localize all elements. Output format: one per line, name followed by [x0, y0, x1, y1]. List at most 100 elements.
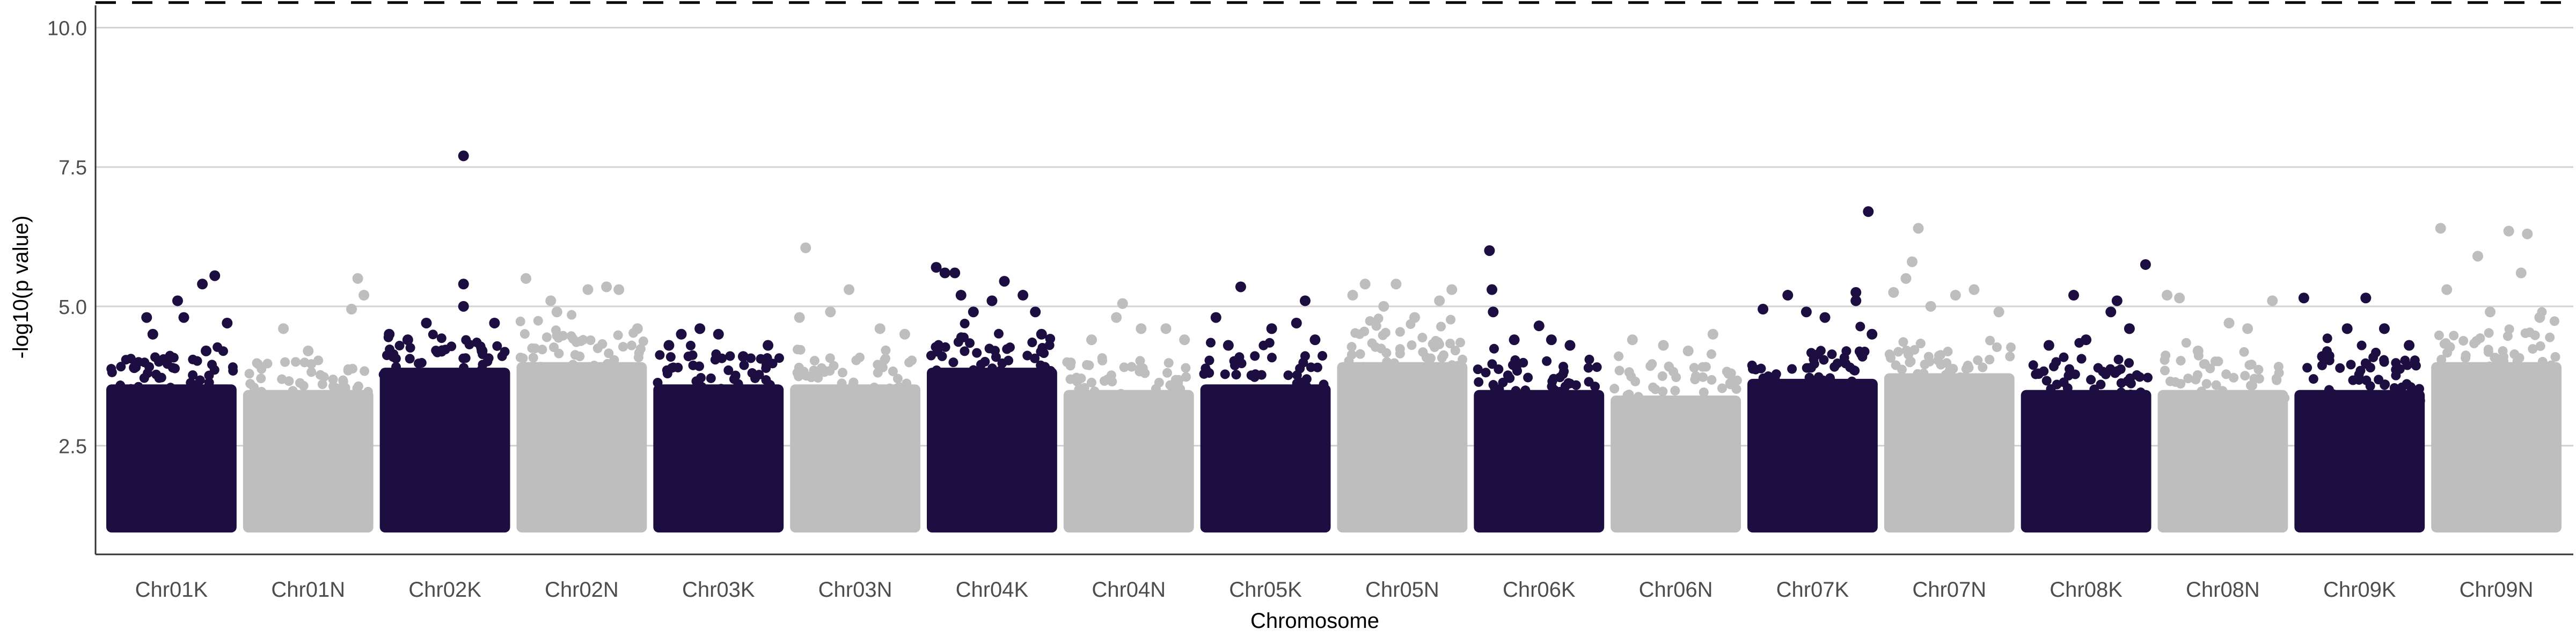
point: [2528, 344, 2538, 354]
point: [301, 390, 311, 400]
point: [1542, 356, 1552, 366]
point: [1045, 334, 1055, 344]
point: [154, 373, 164, 383]
point: [418, 369, 428, 379]
point: [147, 328, 158, 340]
point: [880, 355, 890, 365]
point: [190, 387, 200, 397]
point: [1446, 314, 1456, 325]
point: [2124, 358, 2134, 368]
point: [497, 351, 507, 361]
point: [2357, 340, 2367, 350]
point: [1658, 386, 1668, 397]
point: [2103, 396, 2113, 406]
point: [601, 281, 612, 292]
point: [262, 358, 273, 369]
point: [589, 361, 599, 371]
band-Chr06N: [1611, 396, 1741, 533]
point: [1827, 349, 1837, 360]
point: [1701, 362, 1711, 372]
point: [1301, 382, 1312, 392]
point: [382, 350, 392, 361]
x-tick-label-Chr08K: Chr08K: [2050, 578, 2123, 602]
point: [2404, 340, 2415, 351]
point: [363, 386, 373, 397]
point: [2161, 350, 2171, 361]
point: [460, 370, 470, 380]
point: [178, 312, 189, 323]
point: [2239, 347, 2249, 357]
point: [757, 386, 767, 396]
point: [1473, 364, 1483, 375]
point: [1699, 387, 1709, 397]
band-Chr02N: [516, 362, 647, 533]
point: [1097, 355, 1108, 365]
point: [931, 262, 942, 273]
point: [1075, 392, 1085, 402]
point: [2436, 355, 2447, 365]
point: [881, 345, 891, 355]
point: [618, 342, 628, 352]
point: [680, 386, 690, 396]
point: [477, 345, 488, 356]
band-Chr09N: [2431, 362, 2562, 533]
point: [340, 385, 350, 395]
point: [1099, 376, 1109, 386]
point: [2201, 379, 2212, 389]
point: [328, 375, 338, 385]
point: [926, 350, 936, 361]
point: [1584, 354, 1594, 364]
point: [1900, 273, 1912, 284]
point: [290, 357, 301, 367]
point: [158, 390, 168, 400]
point: [1181, 363, 1191, 373]
point: [1717, 383, 1727, 393]
point: [1647, 359, 1657, 369]
point: [2535, 341, 2545, 351]
point: [655, 350, 665, 360]
point: [1079, 383, 1089, 393]
point: [1299, 295, 1311, 306]
point: [1915, 339, 1926, 349]
point: [2449, 331, 2459, 341]
point: [1027, 338, 1037, 348]
point: [429, 368, 439, 378]
point: [2240, 371, 2250, 381]
point: [710, 355, 720, 365]
y-tick-label: 7.5: [58, 157, 87, 179]
point: [1583, 363, 1593, 373]
point: [2498, 346, 2508, 356]
point: [874, 323, 885, 334]
point: [1850, 287, 1862, 298]
point: [869, 382, 880, 392]
point: [1146, 393, 1157, 403]
point: [1255, 389, 1265, 399]
point: [713, 328, 724, 340]
point: [2520, 328, 2530, 338]
point: [2414, 384, 2425, 394]
point: [2162, 290, 2173, 301]
point: [2267, 295, 2278, 306]
point: [1318, 351, 1328, 361]
point: [1160, 323, 1172, 334]
axes: [94, 5, 2573, 555]
point: [1446, 284, 1458, 295]
point: [761, 375, 771, 385]
point: [303, 345, 314, 356]
point: [2250, 391, 2260, 401]
point: [1893, 347, 1904, 357]
point: [737, 351, 749, 362]
point: [2181, 338, 2191, 348]
point: [1434, 295, 1445, 306]
point: [1706, 349, 1716, 359]
point: [1117, 298, 1128, 309]
point: [1567, 396, 1577, 406]
point: [405, 354, 415, 364]
point: [222, 317, 233, 328]
point: [1797, 384, 1807, 394]
point: [2402, 379, 2412, 389]
point: [1494, 364, 1504, 374]
point: [2043, 340, 2054, 351]
point: [1909, 345, 1920, 355]
